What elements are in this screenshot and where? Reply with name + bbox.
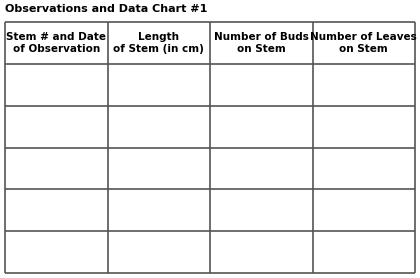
Text: Number of Buds
on Stem: Number of Buds on Stem [214,32,309,54]
Text: Length
of Stem (in cm): Length of Stem (in cm) [113,32,204,54]
Text: Stem # and Date
of Observation: Stem # and Date of Observation [6,32,106,54]
Text: Number of Leaves
on Stem: Number of Leaves on Stem [310,32,417,54]
Text: Observations and Data Chart #1: Observations and Data Chart #1 [5,4,207,14]
